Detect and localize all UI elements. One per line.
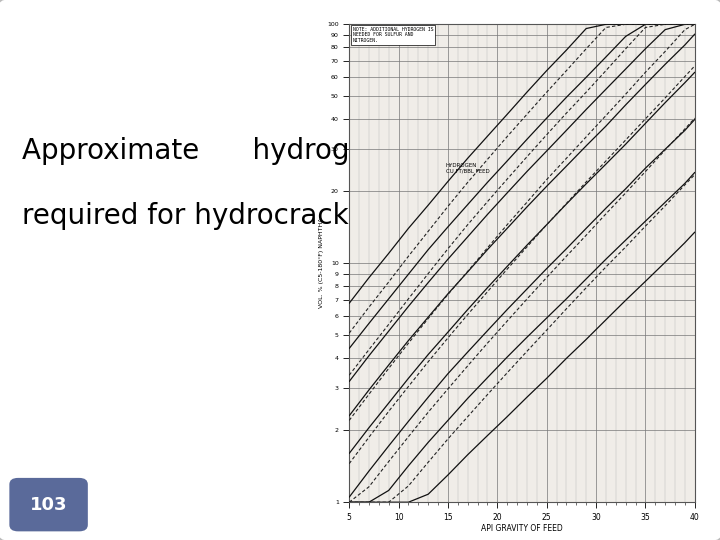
Text: required for hydrocracking: required for hydrocracking: [22, 202, 391, 230]
Text: HYDROGEN
CU FT/BBL FEED: HYDROGEN CU FT/BBL FEED: [446, 163, 490, 174]
Y-axis label: VOL. % (C5-180°F) NAPHTHA: VOL. % (C5-180°F) NAPHTHA: [320, 218, 325, 308]
Text: Approximate      hydrogen: Approximate hydrogen: [22, 137, 384, 165]
Text: 103: 103: [30, 496, 68, 514]
FancyBboxPatch shape: [9, 478, 88, 531]
Text: NOTE: ADDITIONAL HYDROGEN IS
NEEDED FOR SULFUR AND
NITROGEN.: NOTE: ADDITIONAL HYDROGEN IS NEEDED FOR …: [353, 26, 433, 43]
X-axis label: API GRAVITY OF FEED: API GRAVITY OF FEED: [481, 524, 563, 534]
